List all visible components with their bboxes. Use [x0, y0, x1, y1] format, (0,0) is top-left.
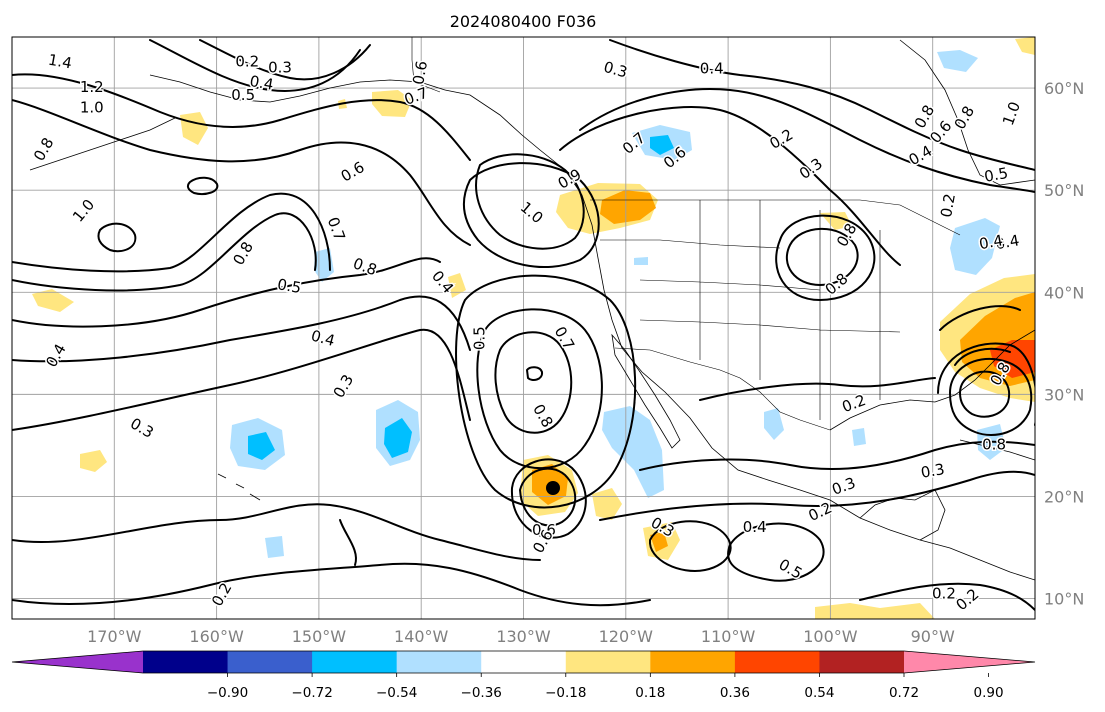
fill-negative-weak [602, 406, 664, 498]
border-us-states [600, 200, 901, 420]
coastline-gulf [829, 329, 1035, 431]
contour-label: 0.3 [919, 460, 946, 482]
lon-tick-label: 170°W [87, 627, 142, 646]
fill-positive-mid [650, 532, 668, 552]
colorbar-segment [650, 651, 736, 673]
fill-negative-strong [384, 418, 412, 458]
coastline-alaska-south [149, 74, 446, 103]
coastline-yucatan [859, 489, 946, 541]
colorbar-tick-label: −0.36 [461, 685, 502, 701]
colorbar-tick-label: 0.18 [635, 685, 665, 701]
colorbar-segment [565, 651, 651, 673]
colorbar-tick-label: 0.72 [889, 685, 919, 701]
contour-label: 1.0 [80, 98, 104, 116]
colorbar-extend-min [12, 651, 143, 673]
lat-tick-label: 60°N [1044, 79, 1084, 98]
fill-negative-strong [650, 135, 674, 155]
height-contours [12, 39, 1035, 611]
contour-label: 0.8 [982, 435, 1006, 453]
lon-tick-label: 120°W [599, 627, 654, 646]
coastline-aleutians [29, 117, 176, 171]
border-alaska-canada [411, 37, 441, 93]
colorbar-tick-label: 0.90 [974, 685, 1004, 701]
latitude-tick-labels: 60°N 50°N 40°N 30°N 20°N 10°N [1044, 79, 1084, 609]
contour-label: 0.2 [235, 53, 259, 71]
coastline-baja [611, 333, 681, 449]
lon-tick-label: 100°W [803, 627, 858, 646]
fill-positive-weak [448, 273, 466, 298]
map-axes: 1.41.21.00.81.00.2 0.30.40.50.60.70.60.70… [11, 36, 1036, 620]
colorbar-tick-label: 0.54 [804, 685, 834, 701]
colorbar: −0.90 −0.72 −0.54 −0.36 −0.18 0.18 0.36 0.54 0.7… [11, 650, 1036, 701]
contour-label: 1.2 [80, 78, 104, 96]
coastline-hawaii [217, 473, 261, 501]
fill-positive-weak [815, 603, 935, 619]
lon-tick-label: 90°W [911, 627, 955, 646]
coastlines [29, 39, 1035, 581]
political-borders [411, 37, 961, 431]
lat-tick-label: 40°N [1044, 283, 1084, 302]
fill-negative-strong [248, 432, 275, 460]
lat-tick-label: 50°N [1044, 181, 1084, 200]
fill-negative-weak [764, 408, 784, 440]
fill-negative-weak [634, 257, 648, 265]
colorbar-segment [481, 651, 567, 673]
colorbar-segment [819, 651, 905, 673]
border-us-canada [590, 199, 961, 236]
colorbar-segment [227, 651, 313, 673]
contour-label: 0.4 [700, 60, 724, 78]
colorbar-tick-label: −0.72 [291, 685, 332, 701]
colorbar-segment [396, 651, 482, 673]
coastline-north-america-west [444, 89, 1035, 581]
fill-positive-weak [32, 289, 74, 312]
longitude-tick-labels: 170°W 160°W 150°W 140°W 130°W 120°W 110°W 100°W… [87, 627, 955, 646]
contour-label: 0.4 [743, 518, 767, 536]
lon-tick-label: 150°W [292, 627, 347, 646]
fill-positive-weak [372, 90, 412, 117]
colorbar-extend-max [904, 651, 1035, 673]
colorbar-tick-label: −0.90 [207, 685, 248, 701]
contour-label: 0.6 [409, 59, 431, 86]
lat-tick-label: 10°N [1044, 590, 1084, 609]
anomaly-fills [32, 37, 1035, 619]
colorbar-tick-label: 0.36 [720, 685, 750, 701]
fill-positive-weak [592, 488, 622, 520]
colorbar-segment [143, 651, 229, 673]
lon-tick-label: 140°W [394, 627, 449, 646]
storm-center-marker [546, 481, 560, 495]
fill-negative-weak [852, 428, 866, 446]
fill-negative-weak [265, 536, 284, 558]
colorbar-tick-label: −0.18 [545, 685, 586, 701]
figure-title: 2024080400 F036 [450, 12, 597, 31]
lon-tick-label: 130°W [496, 627, 551, 646]
contour-label: 0.5 [231, 86, 255, 104]
contour-label: 0.5 [983, 164, 1010, 186]
lat-tick-label: 20°N [1044, 487, 1084, 506]
fill-positive-weak [80, 450, 107, 472]
contour-label: 0.3 [268, 59, 292, 77]
lat-tick-label: 30°N [1044, 385, 1084, 404]
colorbar-segment [734, 651, 820, 673]
contour-label: 0.6 [532, 521, 556, 539]
fill-positive-mid [600, 190, 656, 224]
colorbar-outline [11, 650, 1036, 674]
gridlines [12, 37, 1035, 619]
coastline-hudson [899, 39, 1035, 186]
contour-label: 0.2 [932, 584, 956, 602]
fill-negative-weak [950, 218, 1000, 275]
fill-positive-weak [1015, 37, 1035, 55]
contour-label: 0.4 [994, 231, 1021, 253]
colorbar-tick-label: −0.54 [376, 685, 417, 701]
border-us-mexico [614, 347, 831, 431]
fill-negative-weak [937, 50, 978, 72]
contour-label: 0.5 [471, 326, 489, 350]
lon-tick-label: 160°W [189, 627, 244, 646]
colorbar-segment [312, 651, 398, 673]
lon-tick-label: 110°W [701, 627, 756, 646]
map-frame [11, 36, 1036, 620]
